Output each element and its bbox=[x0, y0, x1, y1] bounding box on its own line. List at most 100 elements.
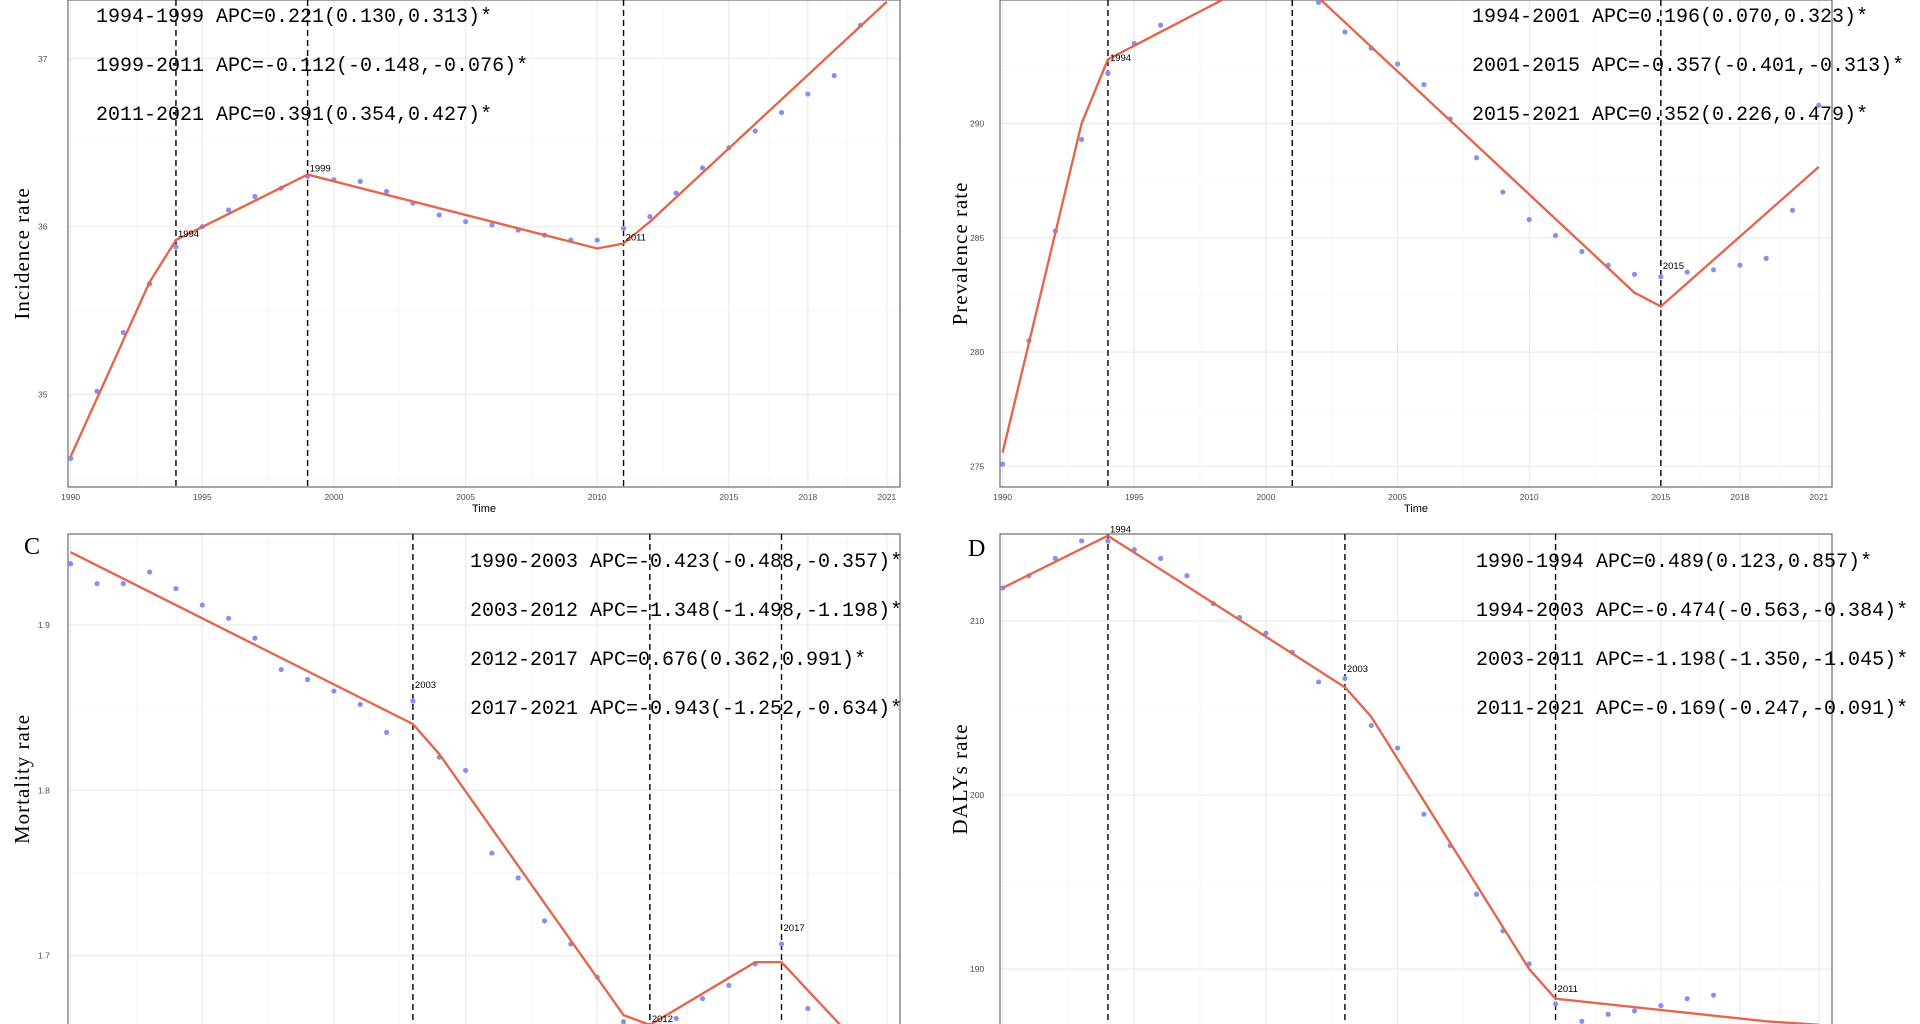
apc-annotation: 1994-2003 APC=-0.474(-0.563,-0.384)* bbox=[1476, 600, 1908, 623]
apc-annotation: 1990-1994 APC=0.489(0.123,0.857)* bbox=[1476, 551, 1872, 574]
panel-1: 35 36 37 1990 1995 2000 2005 2010 2015 2018 2021 Ti… bbox=[10, 0, 901, 515]
data-point bbox=[752, 128, 758, 134]
joinpoint-label: 1994 bbox=[1110, 53, 1131, 64]
data-point bbox=[726, 982, 732, 988]
apc-annotation: 2011-2021 APC=-0.169(-0.247,-0.091)* bbox=[1476, 698, 1908, 721]
x-tick-label: 2021 bbox=[877, 492, 896, 502]
data-point bbox=[699, 165, 706, 171]
data-point bbox=[1394, 61, 1401, 67]
data-point bbox=[1105, 538, 1111, 544]
data-point bbox=[383, 188, 390, 195]
data-point bbox=[1315, 679, 1322, 685]
joinpoint-label: 2011 bbox=[626, 233, 646, 244]
x-tick-label: 2021 bbox=[1809, 492, 1828, 502]
fitted-line bbox=[70, 551, 842, 1024]
data-point bbox=[1315, 0, 1322, 5]
data-point bbox=[1552, 1001, 1559, 1007]
joinpoint-label: 2011 bbox=[1558, 984, 1578, 995]
x-tick-label: 2000 bbox=[324, 492, 343, 502]
y-tick-label: 36 bbox=[38, 222, 48, 232]
apc-annotation: 2015-2021 APC=0.352(0.226,0.479)* bbox=[1472, 104, 1868, 127]
joinpoint-label: 2012 bbox=[652, 1014, 673, 1024]
panel-letter: D bbox=[968, 536, 985, 562]
data-point bbox=[1000, 461, 1006, 467]
apc-annotation: 2011-2021 APC=0.391(0.354,0.427)* bbox=[96, 104, 492, 127]
data-point bbox=[120, 329, 126, 336]
data-point bbox=[278, 666, 284, 673]
data-point bbox=[1710, 992, 1717, 998]
plot-frame bbox=[67, 0, 901, 488]
joinpoint-label: 2003 bbox=[415, 680, 436, 691]
data-point bbox=[1342, 675, 1348, 682]
apc-annotation: 2012-2017 APC=0.676(0.362,0.991)* bbox=[470, 649, 866, 672]
fitted-line bbox=[1002, 534, 1819, 1024]
data-point bbox=[436, 212, 442, 218]
data-point bbox=[410, 698, 416, 704]
data-point bbox=[541, 918, 548, 924]
x-tick-label: 1990 bbox=[993, 492, 1012, 502]
data-point bbox=[489, 222, 495, 228]
data-point bbox=[462, 219, 469, 225]
data-point bbox=[1473, 891, 1480, 897]
data-point bbox=[647, 214, 653, 220]
apc-annotation: 1994-1999 APC=0.221(0.130,0.313)* bbox=[96, 6, 492, 29]
data-point bbox=[304, 676, 311, 683]
data-point bbox=[805, 91, 811, 97]
fitted-line bbox=[69, 0, 888, 458]
data-point bbox=[1658, 1003, 1664, 1009]
y-tick-label: 1.7 bbox=[38, 951, 50, 961]
plot-frame bbox=[999, 0, 1833, 488]
data-point bbox=[120, 581, 126, 587]
x-tick-label: 1995 bbox=[193, 492, 212, 502]
data-point bbox=[594, 237, 600, 243]
plot-frame bbox=[999, 533, 1833, 1024]
y-tick-label: 1.8 bbox=[38, 785, 50, 795]
apc-annotation: 2001-2015 APC=-0.357(-0.401,-0.313)* bbox=[1472, 55, 1904, 78]
data-point bbox=[94, 388, 100, 394]
y-tick-label: 35 bbox=[38, 390, 48, 400]
data-point bbox=[1421, 81, 1427, 88]
data-point bbox=[226, 615, 232, 621]
data-point bbox=[1631, 1008, 1638, 1014]
joinpoint-label: 2017 bbox=[784, 923, 805, 934]
y-tick-label: 210 bbox=[970, 616, 984, 626]
x-tick-label: 2005 bbox=[1388, 492, 1407, 502]
data-point bbox=[462, 767, 469, 774]
data-point bbox=[68, 561, 74, 567]
joinpoint-label: 1999 bbox=[310, 164, 331, 175]
data-point bbox=[1579, 1018, 1585, 1024]
joinpoint-label: 2015 bbox=[1663, 261, 1684, 272]
data-point bbox=[778, 941, 785, 947]
y-tick-label: 1.9 bbox=[38, 620, 50, 630]
x-tick-label: 1995 bbox=[1125, 492, 1144, 502]
data-point bbox=[1631, 271, 1638, 277]
y-axis-title: Mortality rate bbox=[10, 714, 34, 844]
x-tick-label: 2018 bbox=[1730, 492, 1749, 502]
data-point bbox=[173, 244, 179, 250]
data-point bbox=[68, 455, 74, 462]
data-point bbox=[1079, 136, 1085, 143]
data-point bbox=[515, 875, 521, 881]
data-point bbox=[805, 1005, 811, 1012]
data-point bbox=[226, 207, 232, 213]
x-tick-label: 2018 bbox=[798, 492, 817, 502]
plot-frame bbox=[67, 533, 901, 1024]
apc-annotation: 2003-2012 APC=-1.348(-1.498,-1.198)* bbox=[470, 600, 902, 623]
panel-3: 1.7 1.8 1.9 Mortality rate C 2003 2012 2017 1990… bbox=[10, 533, 902, 1024]
apc-annotation: 2017-2021 APC=-0.943(-1.252,-0.634)* bbox=[470, 698, 902, 721]
panel-letter: C bbox=[24, 534, 40, 560]
data-point bbox=[778, 109, 785, 116]
data-point bbox=[1158, 22, 1164, 28]
data-point bbox=[383, 729, 390, 736]
y-tick-label: 37 bbox=[38, 54, 48, 64]
data-point bbox=[1737, 262, 1743, 268]
data-point bbox=[1763, 255, 1769, 261]
data-point bbox=[1473, 155, 1480, 161]
data-point bbox=[357, 701, 363, 707]
apc-annotation: 1990-2003 APC=-0.423(-0.488,-0.357)* bbox=[470, 551, 902, 574]
data-point bbox=[1368, 722, 1374, 729]
y-tick-label: 190 bbox=[970, 964, 984, 974]
data-point bbox=[1105, 70, 1111, 76]
data-point bbox=[620, 225, 627, 231]
